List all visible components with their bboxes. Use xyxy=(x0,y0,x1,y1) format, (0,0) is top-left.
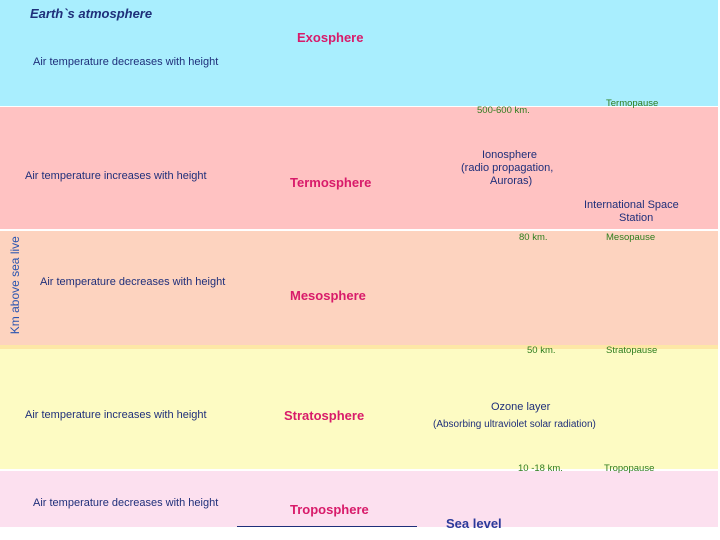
tropopause-height: 10 -18 km. xyxy=(518,463,563,474)
stratosphere-band xyxy=(0,345,718,349)
ozone-line2: (Absorbing ultraviolet solar radiation) xyxy=(433,419,596,430)
layer-name-termosphere: Termosphere xyxy=(290,175,372,190)
sea-level-label: Sea level xyxy=(446,516,502,531)
ionosphere-line1: Ionosphere xyxy=(482,149,538,161)
diagram-title: Earth`s atmosphere xyxy=(30,6,153,21)
layer-name-stratosphere: Stratosphere xyxy=(284,408,365,423)
mesopause-height: 80 km. xyxy=(519,232,548,243)
termopause-label: Termopause xyxy=(606,98,659,109)
ionosphere-line2: (radio propagation, xyxy=(461,162,554,174)
iss-line1: International Space xyxy=(584,199,679,211)
mesosphere-band xyxy=(0,231,718,345)
ozone-line1: Ozone layer xyxy=(491,401,551,413)
side-axis-label: Km above sea live xyxy=(7,236,22,335)
termosphere-band xyxy=(0,107,718,229)
layer-name-troposphere: Troposphere xyxy=(290,502,369,517)
layer-name-mesosphere: Mesosphere xyxy=(290,288,366,303)
stratopause-height: 50 km. xyxy=(527,345,556,356)
tropopause-label: Tropopause xyxy=(604,463,655,474)
layer-note-exosphere: Air temperature decreases with height xyxy=(33,56,219,68)
layer-note-stratosphere: Air temperature increases with height xyxy=(25,409,207,421)
stratopause-label: Stratopause xyxy=(606,345,658,356)
mesopause-label: Mesopause xyxy=(606,232,656,243)
troposphere-band xyxy=(0,471,718,527)
iss-line2: Station xyxy=(619,212,654,224)
layer-note-termosphere: Air temperature increases with height xyxy=(25,170,207,182)
layer-name-exosphere: Exosphere xyxy=(297,30,364,45)
layer-note-troposphere: Air temperature decreases with height xyxy=(33,497,219,509)
termopause-height: 500-600 km. xyxy=(477,105,530,116)
sea-level-line xyxy=(237,526,417,527)
stratosphere-band xyxy=(0,349,718,469)
exosphere-band xyxy=(0,0,718,106)
ionosphere-line3: Auroras) xyxy=(490,175,533,187)
layer-note-mesosphere: Air temperature decreases with height xyxy=(40,276,226,288)
